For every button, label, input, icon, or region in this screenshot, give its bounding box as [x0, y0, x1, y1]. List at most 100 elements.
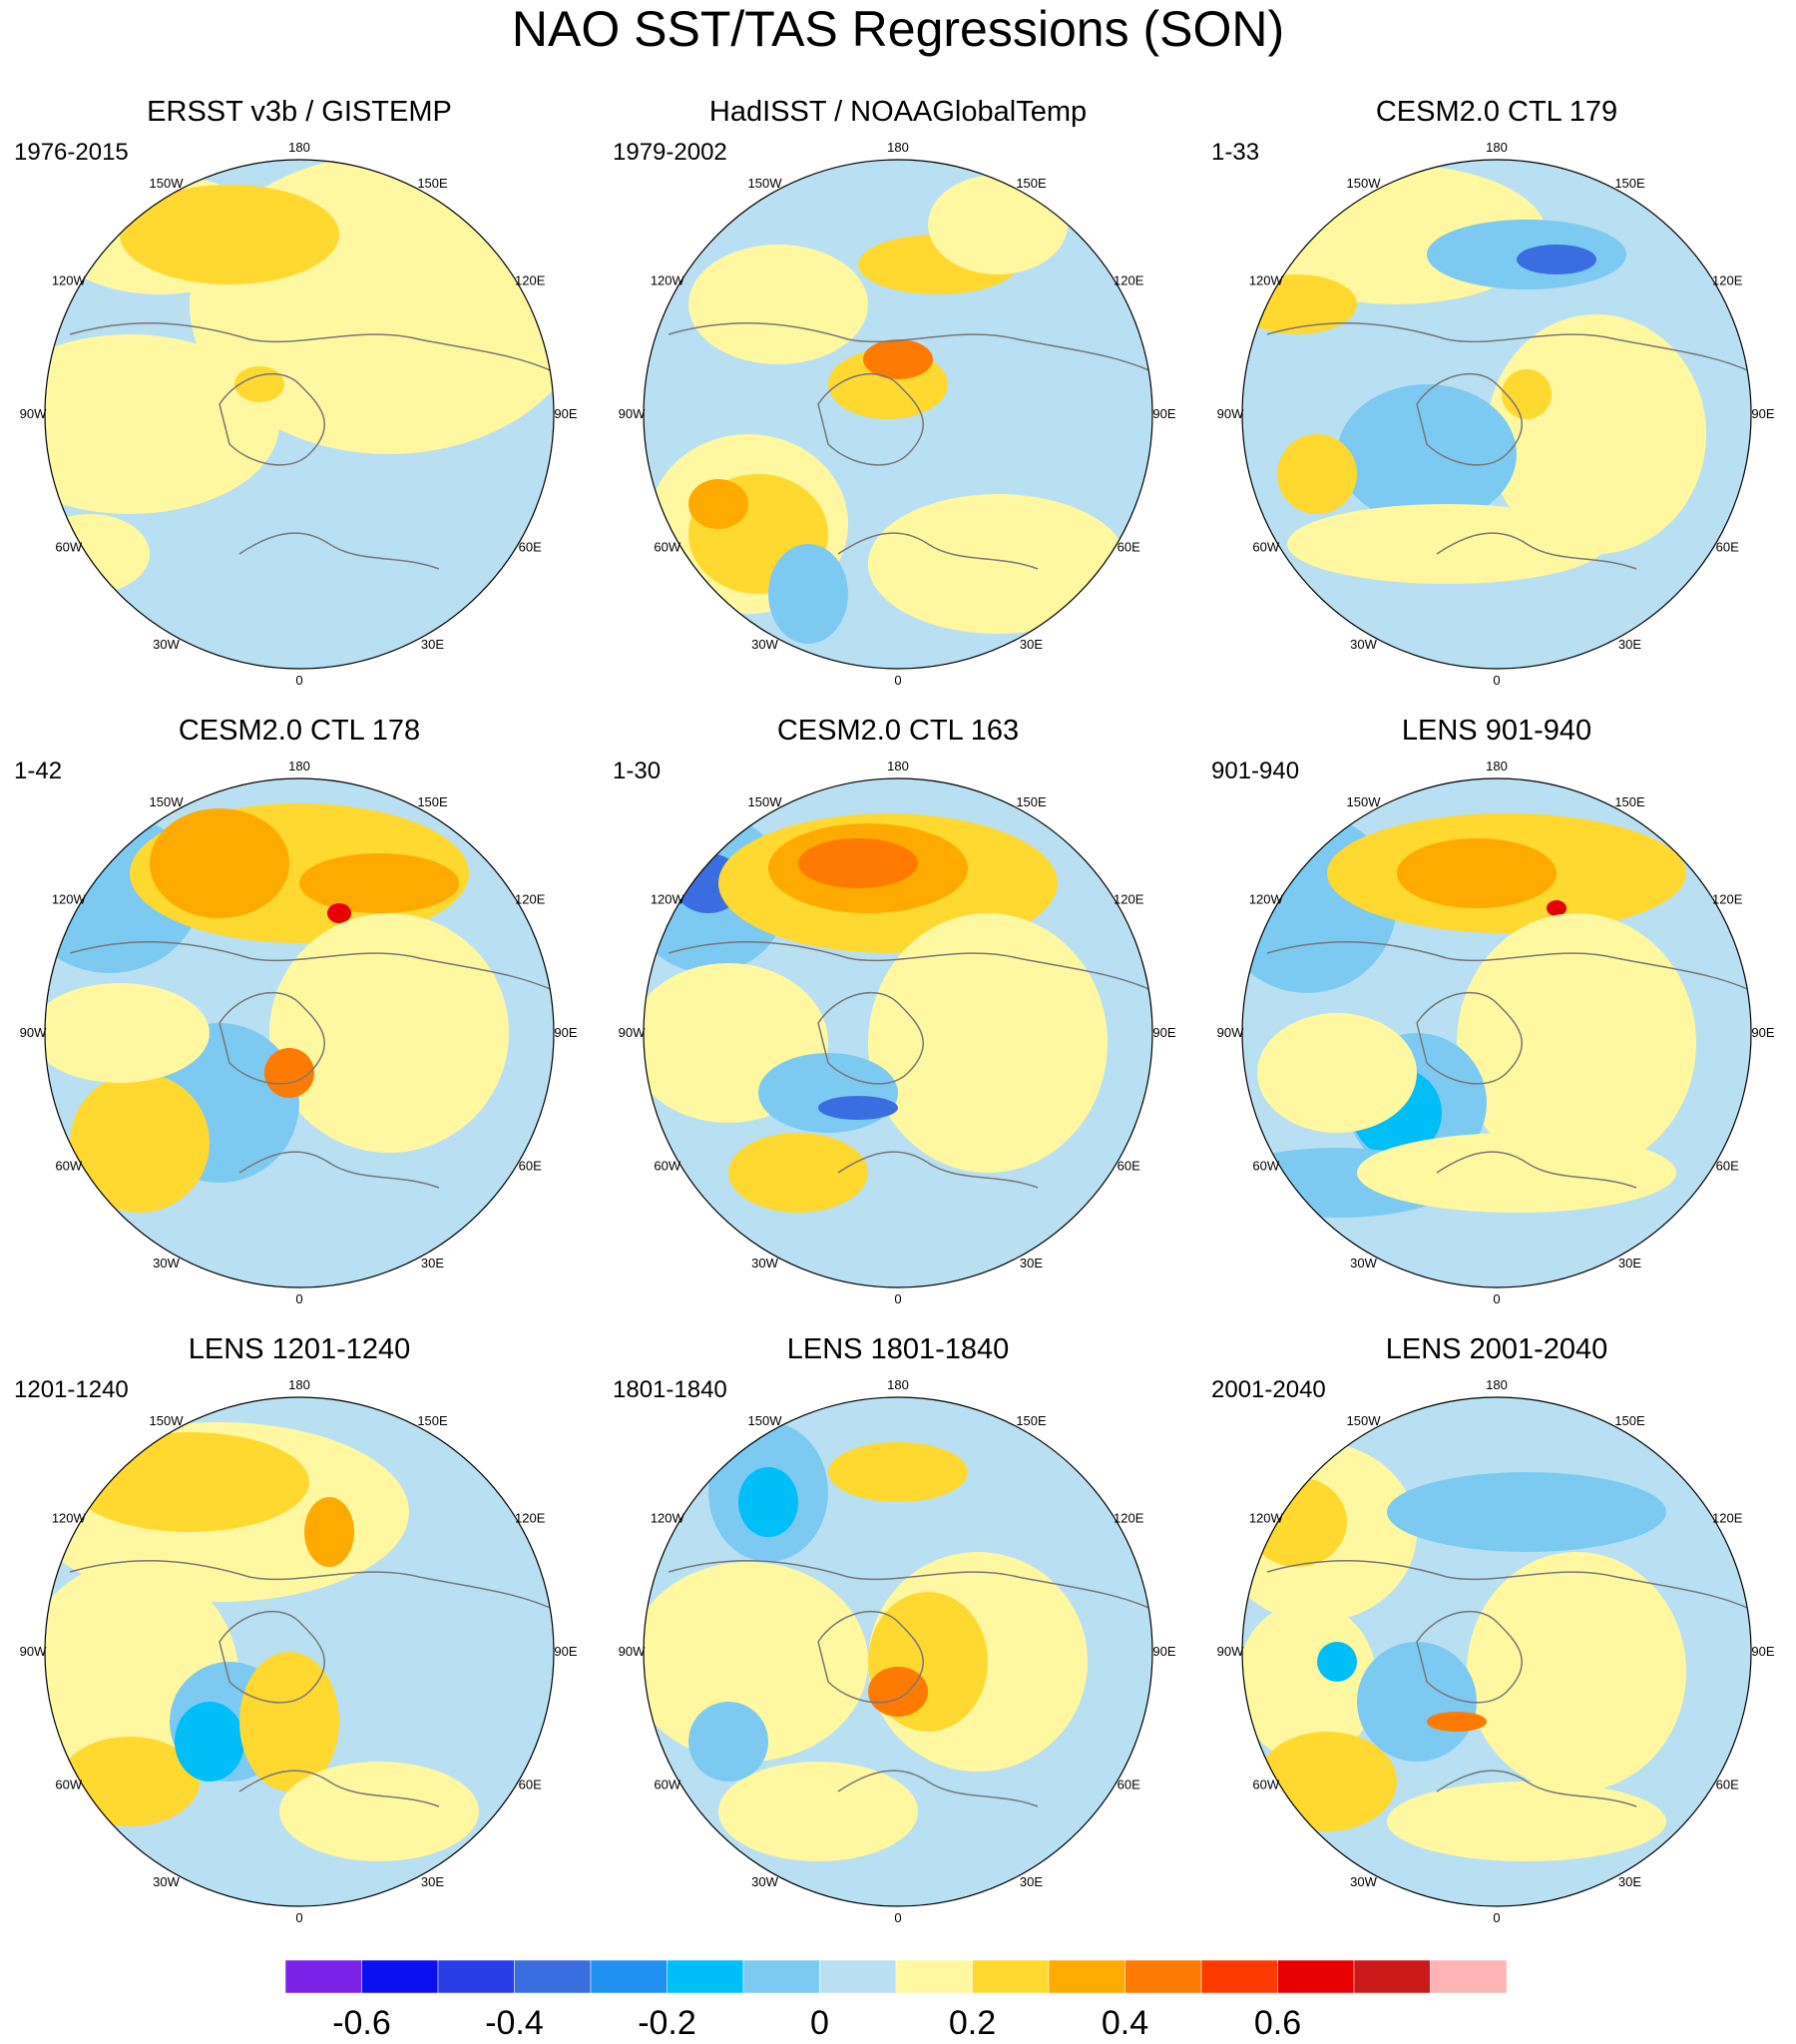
panel-title: ERSST v3b / GISTEMP — [147, 96, 452, 128]
longitude-label: 150W — [150, 1413, 185, 1428]
longitude-label: 90E — [554, 1025, 577, 1040]
map-panel: LENS 1201-1240 180 150E 120E 90E 60E 30E 0 30W 60… — [0, 1332, 599, 1951]
longitude-label: 90E — [1751, 406, 1774, 421]
period-label: 1-30 — [613, 758, 662, 784]
coastline — [69, 322, 554, 375]
colorbar-box — [1200, 1959, 1278, 1994]
map-panel: HadISST / NOAAGlobalTemp 180 150E 120E 90E 60… — [599, 95, 1197, 714]
polar-map: 180 150E 120E 90E 60E 30E 0 30W 60W 90W 120W 150W — [1217, 140, 1775, 688]
longitude-label: 120W — [52, 273, 87, 288]
anomaly-contour — [327, 903, 351, 923]
anomaly-contour — [718, 1762, 918, 1861]
colorbar-box — [361, 1959, 439, 1994]
polar-map: 180 150E 120E 90E 60E 30E 0 30W 60W 90W 120W 150W — [20, 759, 578, 1306]
longitude-label: 30W — [751, 637, 778, 652]
coastline — [837, 1151, 1039, 1189]
longitude-label: 0 — [295, 1291, 302, 1306]
anomaly-contour — [688, 479, 748, 529]
anomaly-contour — [1427, 1712, 1487, 1732]
longitude-label: 180 — [288, 759, 310, 773]
longitude-label: 90E — [1152, 1025, 1175, 1040]
coastline — [219, 1610, 325, 1704]
colorbar-tick-label: 0.6 — [1254, 2004, 1301, 2042]
anomaly-contour — [234, 366, 284, 402]
anomaly-contour — [1357, 1133, 1676, 1213]
longitude-label: 150W — [748, 1413, 783, 1428]
coastline — [219, 372, 325, 466]
longitude-label: 120W — [52, 1511, 87, 1526]
colorbar-box — [1048, 1959, 1125, 1994]
anomaly-contour — [304, 1497, 354, 1567]
longitude-label: 60W — [1252, 1778, 1279, 1792]
map-border — [44, 1396, 555, 1907]
longitude-label: 60E — [519, 1159, 542, 1174]
longitude-label: 180 — [1486, 1377, 1508, 1392]
map-border — [44, 777, 555, 1288]
coastline — [837, 1770, 1039, 1807]
polar-map: 180 150E 120E 90E 60E 30E 0 30W 60W 90W 120W 150W — [20, 1377, 578, 1925]
anomaly-contour — [1317, 1642, 1357, 1682]
anomaly-contour — [1357, 1642, 1477, 1762]
panel-title: LENS 901-940 — [1401, 715, 1592, 747]
longitude-label: 120E — [1114, 273, 1144, 288]
anomaly-contour — [264, 1048, 314, 1098]
longitude-label: 150W — [1347, 794, 1382, 809]
longitude-label: 180 — [887, 140, 909, 155]
longitude-label: 90W — [20, 1025, 47, 1040]
longitude-label: 180 — [288, 140, 310, 155]
colorbar-box — [590, 1959, 668, 1994]
anomaly-contour — [868, 494, 1127, 634]
longitude-label: 60W — [55, 540, 82, 555]
map-panel: CESM2.0 CTL 163 180 150E 120E 90E 60E 30E 0 30W 6… — [599, 714, 1197, 1332]
anomaly-contour — [45, 334, 279, 514]
panel-title: CESM2.0 CTL 163 — [776, 715, 1020, 747]
longitude-label: 0 — [1493, 1291, 1500, 1306]
longitude-label: 90W — [20, 406, 47, 421]
anomaly-contour — [1387, 1782, 1666, 1861]
map-border — [643, 159, 1153, 670]
longitude-label: 60E — [519, 1778, 542, 1792]
longitude-label: 30E — [1020, 637, 1043, 652]
map-border — [44, 159, 555, 670]
coastline — [1266, 1560, 1751, 1613]
colorbar-tick-label: -0.6 — [332, 2004, 391, 2042]
longitude-label: 90E — [1152, 1644, 1175, 1659]
anomaly-contour — [1467, 1552, 1686, 1791]
colorbar-box — [1353, 1959, 1431, 1994]
longitude-label: 90W — [1217, 1644, 1244, 1659]
map-panel: ERSST v3b / GISTEMP 180 150E 120E 90E 60E 30E 0… — [0, 95, 599, 714]
coastline — [219, 991, 325, 1085]
coastline — [1266, 941, 1751, 994]
longitude-label: 120E — [1114, 892, 1144, 907]
map-panel: LENS 901-940 180 150E 120E 90E 60E 30E 0 30W 60W 9… — [1197, 714, 1796, 1332]
colorbar-box — [895, 1959, 973, 1994]
anomaly-contour — [644, 1562, 868, 1762]
coastline — [1416, 991, 1523, 1085]
longitude-label: 90W — [619, 406, 646, 421]
anomaly-contour — [798, 838, 918, 888]
anomaly-contour — [828, 1442, 968, 1502]
figure-title: NAO SST/TAS Regressions (SON) — [511, 1, 1285, 57]
panel-title: CESM2.0 CTL 178 — [178, 715, 421, 747]
polar-map: 180 150E 120E 90E 60E 30E 0 30W 60W 90W 120W 150W — [619, 1377, 1176, 1925]
longitude-label: 30E — [421, 637, 444, 652]
longitude-label: 120W — [1249, 1511, 1284, 1526]
longitude-label: 150E — [1016, 1413, 1047, 1428]
period-label: 1979-2002 — [613, 139, 727, 166]
longitude-label: 60E — [1716, 540, 1739, 555]
map-border — [1241, 159, 1752, 670]
longitude-label: 0 — [1493, 673, 1500, 688]
colorbar-box — [972, 1959, 1050, 1994]
polar-map: 180 150E 120E 90E 60E 30E 0 30W 60W 90W 120W 150W — [619, 759, 1176, 1306]
longitude-label: 120W — [1249, 892, 1284, 907]
anomaly-contour — [863, 339, 933, 379]
coastline — [817, 372, 924, 466]
longitude-label: 150W — [748, 794, 783, 809]
longitude-label: 150W — [1347, 1413, 1382, 1428]
coastline — [817, 1610, 924, 1704]
longitude-label: 90E — [1152, 406, 1175, 421]
longitude-label: 120W — [651, 892, 685, 907]
polar-map: 180 150E 120E 90E 60E 30E 0 30W 60W 90W 120W 150W — [1217, 1377, 1775, 1925]
longitude-label: 60W — [654, 1159, 680, 1174]
longitude-label: 120E — [515, 1511, 546, 1526]
